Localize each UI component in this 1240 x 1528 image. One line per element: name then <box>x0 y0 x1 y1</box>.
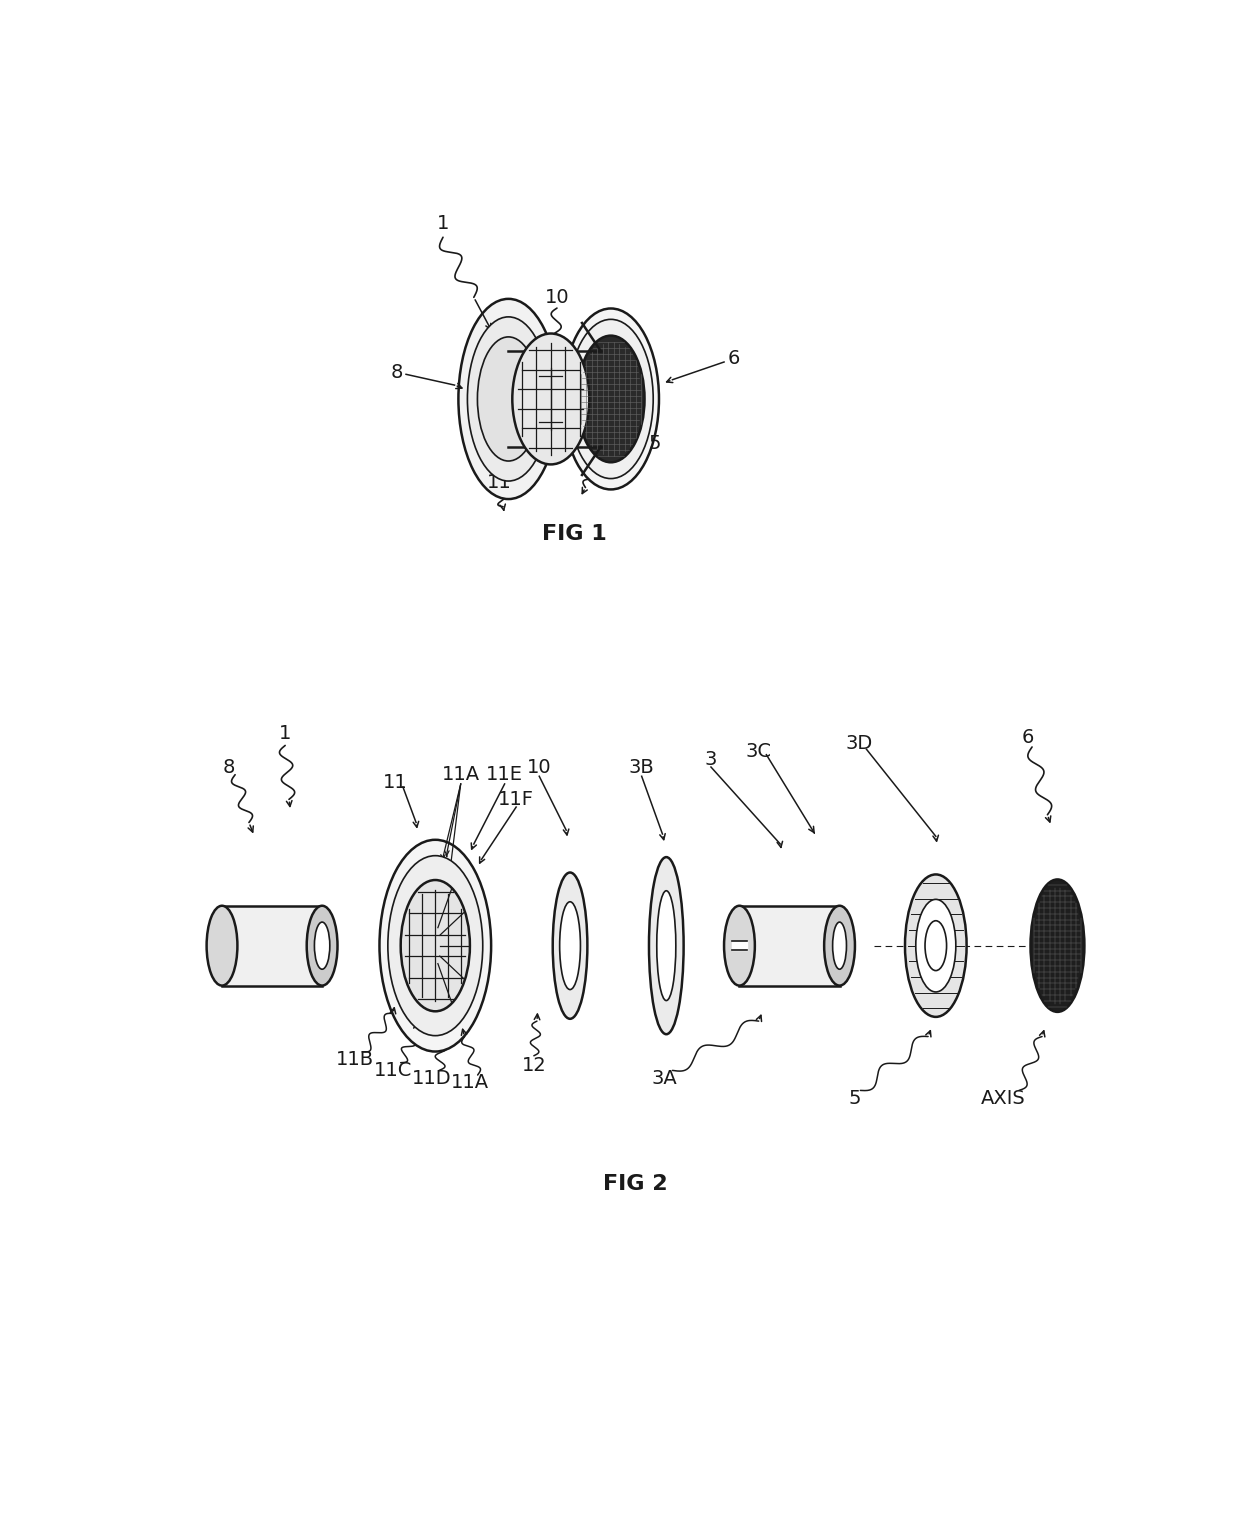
Ellipse shape <box>512 333 589 465</box>
Text: 11: 11 <box>487 472 512 492</box>
Text: 1: 1 <box>279 724 291 744</box>
Text: 11E: 11E <box>486 766 523 784</box>
Text: 3D: 3D <box>846 735 873 753</box>
Ellipse shape <box>459 299 558 500</box>
Ellipse shape <box>657 891 676 1001</box>
Ellipse shape <box>724 906 755 986</box>
Ellipse shape <box>568 319 653 478</box>
Ellipse shape <box>379 840 491 1051</box>
Text: 5: 5 <box>848 1088 862 1108</box>
Ellipse shape <box>832 921 847 969</box>
Text: 11: 11 <box>383 773 408 792</box>
Ellipse shape <box>916 900 956 992</box>
Ellipse shape <box>559 902 580 990</box>
Text: FIG 2: FIG 2 <box>603 1175 668 1195</box>
Text: 12: 12 <box>522 1056 547 1074</box>
Text: 3A: 3A <box>652 1068 677 1088</box>
Text: 10: 10 <box>527 758 552 776</box>
Text: 3B: 3B <box>629 758 655 776</box>
Ellipse shape <box>388 856 482 1036</box>
Ellipse shape <box>553 872 588 1019</box>
Text: 11A: 11A <box>451 1073 489 1093</box>
Ellipse shape <box>905 874 967 1018</box>
Text: 3: 3 <box>704 750 717 769</box>
Text: FIG 1: FIG 1 <box>542 524 606 544</box>
Ellipse shape <box>1030 880 1085 1012</box>
Text: 11F: 11F <box>498 790 534 808</box>
Text: 8: 8 <box>223 758 236 776</box>
Text: 5: 5 <box>649 434 661 454</box>
Text: 3C: 3C <box>745 743 771 761</box>
Text: 6: 6 <box>728 350 740 368</box>
Text: 3: 3 <box>590 445 603 465</box>
Text: 11B: 11B <box>335 1050 373 1070</box>
Ellipse shape <box>401 880 470 1012</box>
Ellipse shape <box>563 309 658 489</box>
Text: 8: 8 <box>391 362 403 382</box>
Text: 11D: 11D <box>412 1068 451 1088</box>
Text: 11C: 11C <box>373 1060 412 1080</box>
Ellipse shape <box>315 921 330 969</box>
Ellipse shape <box>306 906 337 986</box>
Ellipse shape <box>649 857 683 1034</box>
Ellipse shape <box>577 336 645 463</box>
Ellipse shape <box>467 316 549 481</box>
Text: 6: 6 <box>1022 729 1034 747</box>
Text: 1: 1 <box>436 214 449 232</box>
Text: AXIS: AXIS <box>981 1088 1025 1108</box>
Text: 10: 10 <box>544 287 569 307</box>
Ellipse shape <box>477 336 539 461</box>
Text: 11A: 11A <box>441 766 480 784</box>
Ellipse shape <box>207 906 237 986</box>
Ellipse shape <box>825 906 854 986</box>
